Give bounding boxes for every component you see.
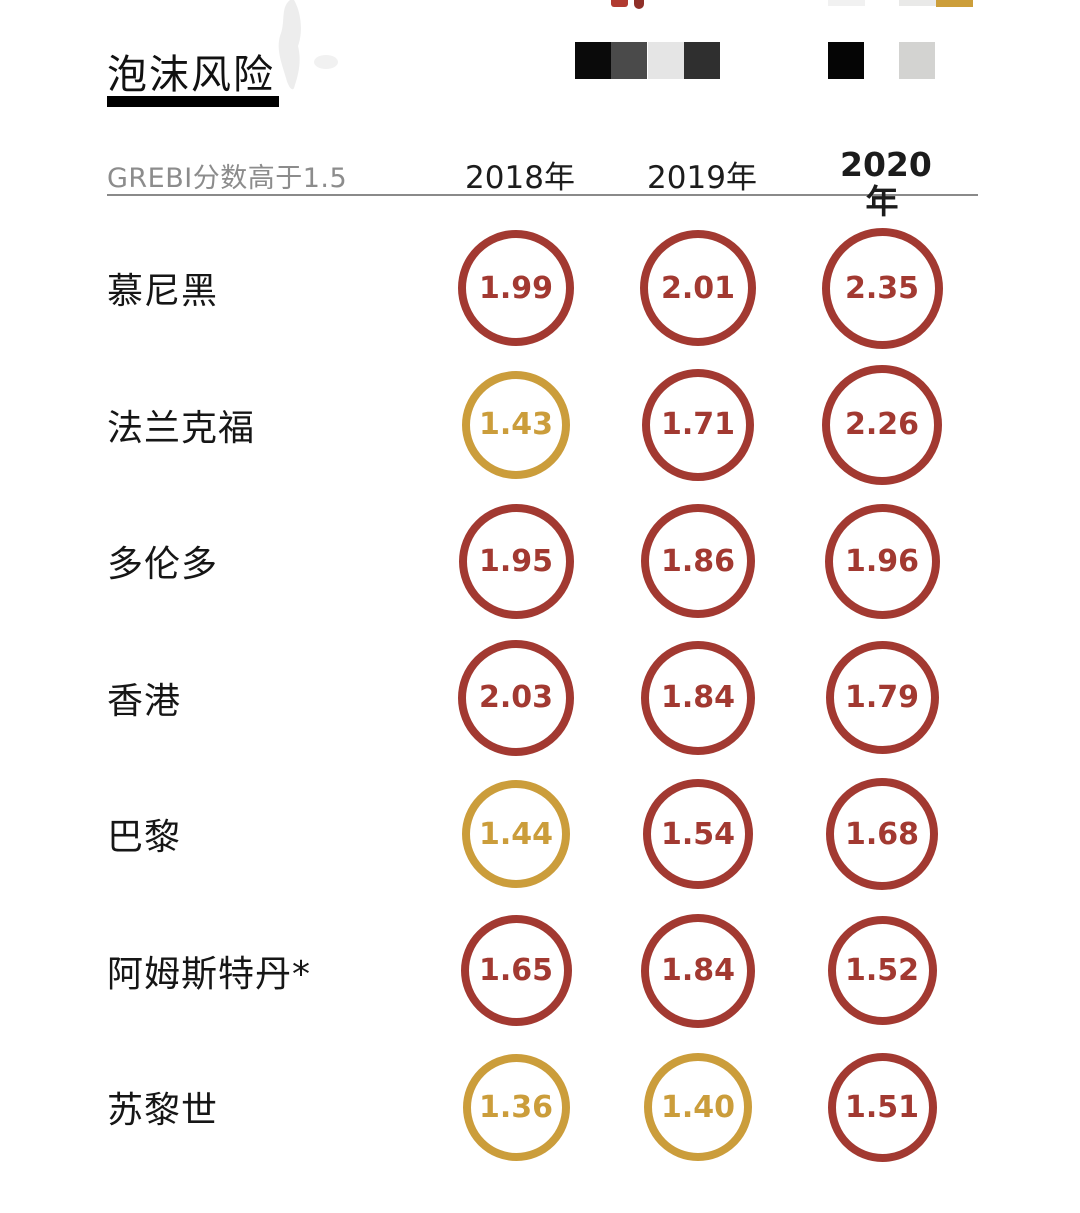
score-circle: 1.51: [827, 1052, 937, 1162]
city-label: 多伦多: [107, 544, 219, 585]
header-rule: [107, 194, 978, 196]
score-circle: 1.79: [825, 641, 939, 754]
legend-square: [684, 42, 720, 79]
score-circle: 1.95: [458, 503, 574, 619]
score-value: 2.35: [844, 270, 920, 306]
cropped-red-fragment: [611, 0, 628, 7]
score-circle: 1.36: [462, 1053, 570, 1161]
score-circle: 1.71: [642, 368, 754, 481]
score-value: 1.54: [660, 816, 736, 852]
city-label: 法兰克福: [107, 407, 256, 449]
city-label: 苏黎世: [107, 1090, 219, 1131]
column-header-2020: 2020年: [840, 145, 932, 221]
chart-subtitle: GREBI分数高于1.5: [107, 163, 348, 194]
score-value: 1.65: [478, 953, 554, 988]
score-circle: 1.86: [641, 504, 755, 618]
city-label: 阿姆斯特丹*: [107, 953, 312, 995]
city-label: 香港: [107, 680, 182, 722]
score-value: 1.84: [660, 680, 736, 715]
cropped-strip: [936, 0, 973, 7]
city-label: 慕尼黑: [107, 271, 219, 312]
score-circle: 1.84: [641, 640, 755, 755]
cropped-red-fragment: [634, 0, 644, 9]
score-value: 1.51: [844, 1089, 920, 1125]
score-value: 1.40: [660, 1089, 736, 1125]
score-value: 1.96: [844, 543, 920, 579]
score-value: 1.79: [844, 680, 920, 715]
score-circle: 1.40: [644, 1053, 752, 1161]
cropped-strip: [828, 0, 865, 6]
score-circle: 2.26: [822, 364, 942, 485]
score-circle: 2.03: [458, 639, 574, 756]
score-circle: 2.01: [640, 230, 756, 346]
score-circle: 1.68: [826, 778, 938, 890]
score-value: 1.99: [478, 270, 554, 306]
score-value: 1.71: [660, 407, 736, 442]
score-value: 2.26: [844, 407, 920, 442]
score-circle: 1.65: [460, 915, 572, 1026]
cropped-strip: [899, 0, 936, 6]
score-value: 1.84: [660, 953, 736, 988]
legend-square: [899, 42, 935, 79]
legend-square: [575, 42, 611, 79]
legend-square: [648, 42, 684, 79]
score-value: 1.86: [660, 543, 736, 579]
score-circle: 1.96: [824, 503, 940, 619]
score-circle: 1.44: [462, 780, 570, 888]
title-underline: [107, 96, 279, 107]
score-circle: 1.84: [641, 913, 755, 1028]
page-title: 泡沫风险: [107, 52, 275, 98]
score-value: 1.44: [478, 816, 554, 852]
score-circle: 1.99: [458, 230, 574, 346]
column-header-2018: 2018年: [465, 160, 575, 196]
score-value: 1.43: [478, 407, 554, 442]
score-circle: 1.43: [462, 370, 570, 479]
score-circle: 1.52: [827, 916, 937, 1025]
legend-square: [611, 42, 647, 79]
score-value: 1.36: [478, 1089, 554, 1125]
score-value: 1.52: [844, 953, 920, 988]
score-value: 1.68: [844, 816, 920, 852]
score-circle: 1.54: [643, 779, 753, 889]
score-circle: 2.35: [821, 227, 943, 349]
column-header-2019: 2019年: [647, 160, 757, 196]
score-value: 1.95: [478, 543, 554, 579]
legend-square: [828, 42, 864, 79]
score-value: 2.03: [478, 680, 554, 715]
score-value: 2.01: [660, 270, 736, 306]
map-fragment-graphic: [278, 0, 338, 90]
city-label: 巴黎: [107, 817, 182, 858]
